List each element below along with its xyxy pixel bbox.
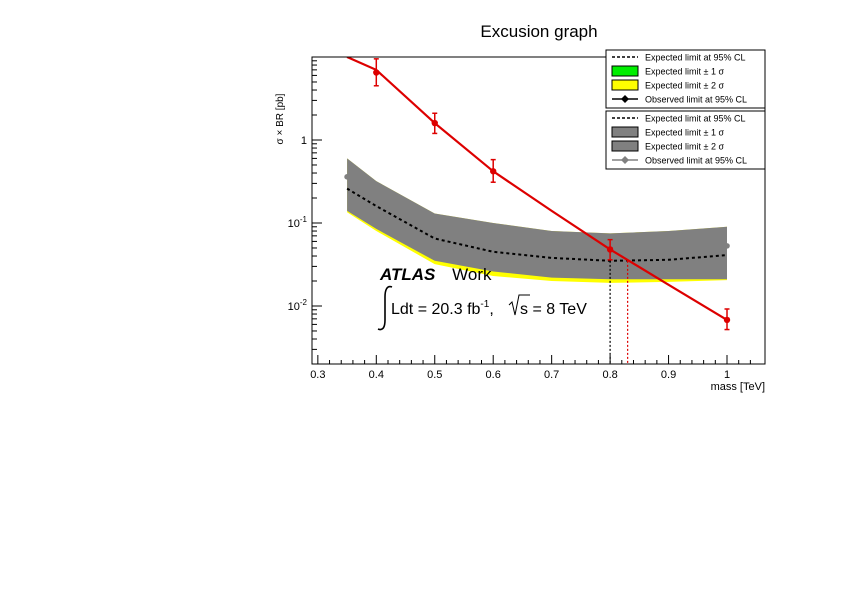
signal-point-4 <box>723 316 731 324</box>
y-tick-label: 10-2 <box>288 298 308 313</box>
x-tick-label: 0.9 <box>661 369 676 381</box>
signal-point-2 <box>490 168 497 175</box>
plot-frame <box>311 56 766 365</box>
y-tick-label: 10-1 <box>288 215 308 230</box>
x-tick-label: 0.8 <box>602 369 617 381</box>
x-tick-label: 0.3 <box>310 369 325 381</box>
lumi-text: Ldt = 20.3 fb <box>391 301 481 318</box>
observed-grey-point-0 <box>344 174 350 180</box>
legend-entry-label: Expected limit ± 2 σ <box>645 81 724 91</box>
x-tick-label: 0.7 <box>544 369 559 381</box>
svg-text:ATLAS Work: ATLAS Work <box>379 265 492 284</box>
atlas-label: ATLAS Work <box>379 265 492 284</box>
energy-text: s = 8 TeV <box>520 301 587 318</box>
legend-entry-label: Expected limit at 95% CL <box>645 53 746 63</box>
legend-entry-label: Observed limit at 95% CL <box>645 156 747 166</box>
svg-text:Ldt = 20.3 fb-1,: Ldt = 20.3 fb-1, <box>391 299 494 318</box>
legend-entry-label: Observed limit at 95% CL <box>645 95 747 105</box>
x-axis-label: mass [TeV] <box>711 381 765 393</box>
experiment-name: ATLAS <box>379 265 436 284</box>
signal-curve <box>346 57 728 321</box>
y-tick-label: 1 <box>301 135 307 147</box>
x-tick-label: 0.5 <box>427 369 442 381</box>
legend-band-swatch <box>611 65 639 77</box>
legend-entry-label: Expected limit ± 2 σ <box>645 142 724 152</box>
signal-point-3 <box>606 246 614 253</box>
integral-sign-icon <box>377 285 393 331</box>
x-axis: 0.3 0.4 0.5 0.6 0.7 0.8 0.9 1 <box>310 355 751 381</box>
legend-band-swatch <box>611 140 639 152</box>
x-tick-label: 0.6 <box>486 369 501 381</box>
limit-lines <box>344 174 730 364</box>
x-tick-label: 0.4 <box>369 369 384 381</box>
x-tick-label: 1 <box>724 369 730 381</box>
y-axis: 1 10-1 10-2 <box>288 56 322 365</box>
legend-band-swatch <box>611 126 639 138</box>
legend-entry-label: Expected limit at 95% CL <box>645 114 746 124</box>
legend-observed-marker-icon <box>621 95 629 103</box>
signal-point-1 <box>431 119 438 127</box>
legend-observed-marker-icon <box>621 156 629 164</box>
sqrt-icon <box>508 294 530 316</box>
legend-entry-label: Expected limit ± 1 σ <box>645 67 724 77</box>
legend-band-swatch <box>611 79 639 91</box>
svg-text:s = 8 TeV: s = 8 TeV <box>520 301 587 318</box>
signal-point-0 <box>373 69 380 76</box>
band-grey <box>347 158 727 280</box>
observed-grey-point-1 <box>724 243 730 249</box>
lumi-exponent: -1 <box>480 299 489 310</box>
uncertainty-bands <box>347 158 727 283</box>
expected-limit-line <box>346 187 728 262</box>
y-axis-label: σ × BR [pb] <box>275 93 286 144</box>
luminosity-label: Ldt = 20.3 fb-1, s = 8 TeV <box>377 285 587 331</box>
legend: Expected limit at 95% CL Expected limit ±… <box>605 49 766 170</box>
lumi-separator: , <box>489 301 493 318</box>
legend-entry-label: Expected limit ± 1 σ <box>645 128 724 138</box>
signal-curve-group <box>346 57 731 331</box>
chart-title: Excusion graph <box>480 22 597 41</box>
status-text: Work <box>452 265 492 284</box>
